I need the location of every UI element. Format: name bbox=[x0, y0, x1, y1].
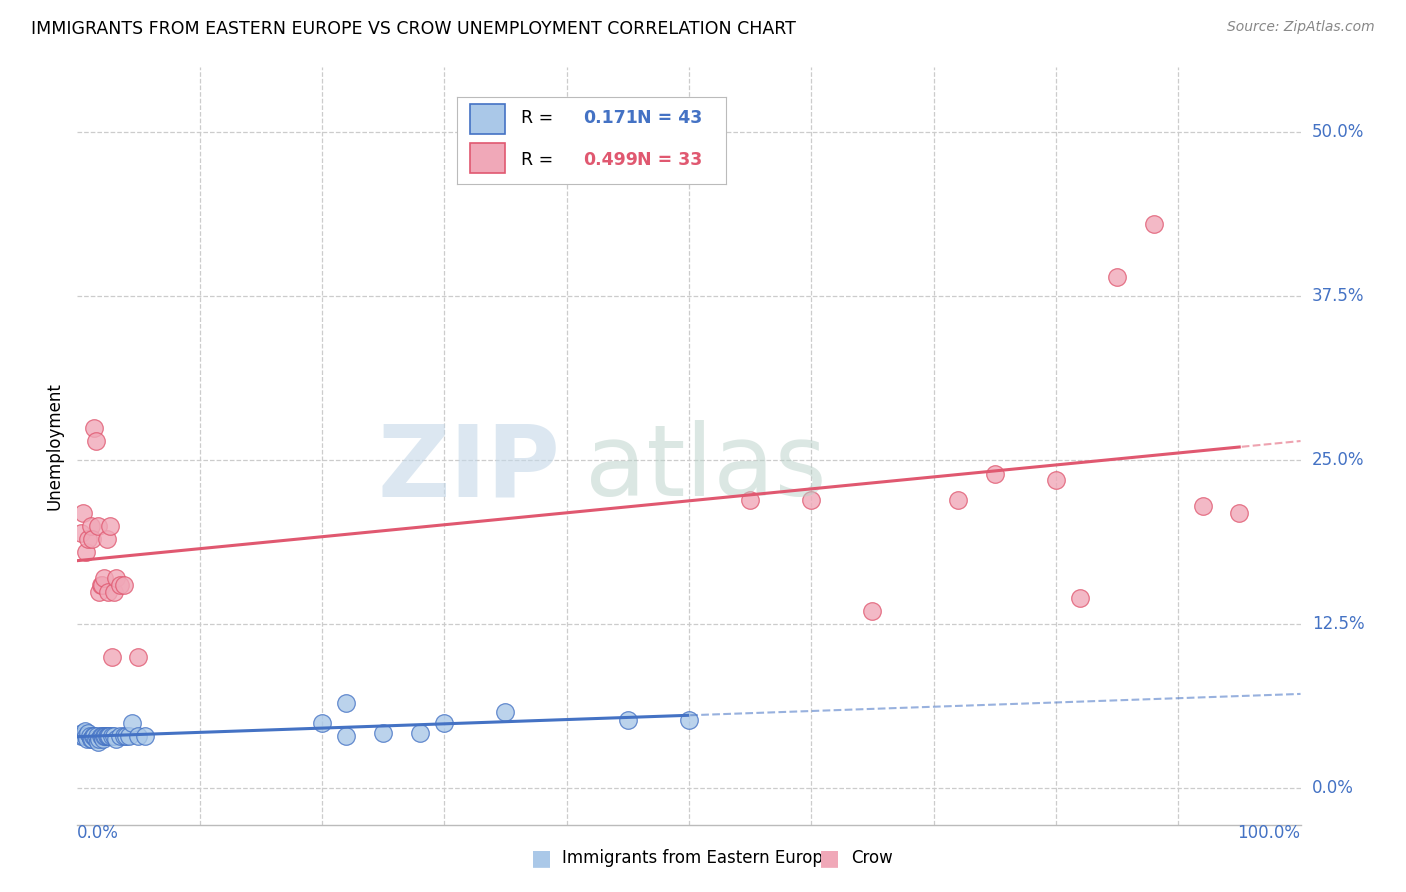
Text: Crow: Crow bbox=[851, 849, 893, 867]
Point bbox=[80, 731, 103, 746]
Point bbox=[115, 729, 138, 743]
Point bbox=[678, 713, 700, 727]
Point bbox=[87, 519, 110, 533]
Text: Immigrants from Eastern Europe: Immigrants from Eastern Europe bbox=[562, 849, 834, 867]
Point bbox=[76, 731, 98, 746]
Text: 37.5%: 37.5% bbox=[1312, 287, 1364, 305]
Text: ■: ■ bbox=[820, 848, 839, 868]
Point bbox=[121, 715, 143, 730]
Text: ZIP: ZIP bbox=[378, 420, 561, 517]
Point bbox=[105, 731, 128, 746]
Point bbox=[335, 729, 357, 743]
Point bbox=[75, 545, 97, 559]
Point bbox=[112, 578, 135, 592]
Point bbox=[98, 519, 121, 533]
Point bbox=[97, 729, 120, 743]
Point bbox=[90, 578, 112, 592]
Point bbox=[89, 584, 111, 599]
Point bbox=[862, 604, 884, 618]
Point bbox=[335, 696, 357, 710]
Text: ■: ■ bbox=[531, 848, 551, 868]
Point bbox=[96, 532, 118, 546]
Point bbox=[90, 729, 112, 743]
Point bbox=[91, 731, 114, 746]
Point bbox=[83, 420, 105, 434]
Point bbox=[108, 578, 131, 592]
Point bbox=[100, 729, 122, 743]
Point bbox=[409, 726, 432, 740]
Point bbox=[103, 584, 125, 599]
Point bbox=[84, 731, 107, 746]
Text: IMMIGRANTS FROM EASTERN EUROPE VS CROW UNEMPLOYMENT CORRELATION CHART: IMMIGRANTS FROM EASTERN EUROPE VS CROW U… bbox=[31, 20, 796, 37]
Point bbox=[93, 729, 115, 743]
Text: 100.0%: 100.0% bbox=[1237, 824, 1301, 842]
Point bbox=[127, 729, 149, 743]
Text: 25.0%: 25.0% bbox=[1312, 451, 1364, 469]
Point bbox=[112, 729, 135, 743]
Point bbox=[94, 729, 117, 743]
Point bbox=[90, 729, 112, 743]
Point bbox=[70, 726, 93, 740]
Point bbox=[740, 492, 762, 507]
Point bbox=[495, 706, 517, 720]
Y-axis label: Unemployment: Unemployment bbox=[45, 382, 63, 510]
Point bbox=[1107, 269, 1129, 284]
Point bbox=[1229, 506, 1251, 520]
Point bbox=[1069, 591, 1091, 606]
Point bbox=[70, 729, 93, 743]
Point bbox=[105, 572, 128, 586]
Point bbox=[134, 729, 156, 743]
Point bbox=[72, 506, 94, 520]
Point bbox=[108, 729, 131, 743]
Point bbox=[433, 715, 456, 730]
Point bbox=[617, 713, 640, 727]
Text: 12.5%: 12.5% bbox=[1312, 615, 1364, 633]
Point bbox=[84, 434, 107, 448]
Text: Source: ZipAtlas.com: Source: ZipAtlas.com bbox=[1227, 20, 1375, 34]
Point bbox=[82, 729, 104, 743]
Point bbox=[98, 729, 121, 743]
Point bbox=[96, 729, 118, 743]
Text: 0.0%: 0.0% bbox=[1312, 780, 1354, 797]
Point bbox=[103, 729, 125, 743]
Point bbox=[1143, 217, 1166, 231]
Point bbox=[311, 715, 333, 730]
Point bbox=[89, 731, 111, 746]
Point bbox=[1045, 473, 1067, 487]
Point bbox=[80, 519, 103, 533]
Point bbox=[72, 729, 94, 743]
Point bbox=[77, 726, 100, 740]
Point bbox=[79, 729, 101, 743]
Point bbox=[800, 492, 823, 507]
Point bbox=[77, 532, 100, 546]
Point bbox=[75, 729, 97, 743]
Text: 50.0%: 50.0% bbox=[1312, 123, 1364, 142]
Text: 0.0%: 0.0% bbox=[77, 824, 120, 842]
Point bbox=[73, 723, 96, 738]
Point bbox=[90, 578, 112, 592]
Point bbox=[946, 492, 969, 507]
Point bbox=[100, 650, 122, 665]
Point bbox=[86, 729, 108, 743]
Point bbox=[1191, 500, 1213, 514]
Point bbox=[80, 731, 103, 746]
Point bbox=[371, 726, 394, 740]
Point bbox=[83, 729, 105, 743]
Text: atlas: atlas bbox=[585, 420, 827, 517]
Point bbox=[87, 735, 110, 749]
Point bbox=[127, 650, 149, 665]
Point bbox=[118, 729, 141, 743]
Point bbox=[984, 467, 1007, 481]
Point bbox=[70, 525, 93, 540]
Point bbox=[93, 572, 115, 586]
Point bbox=[80, 532, 103, 546]
Point bbox=[97, 584, 120, 599]
